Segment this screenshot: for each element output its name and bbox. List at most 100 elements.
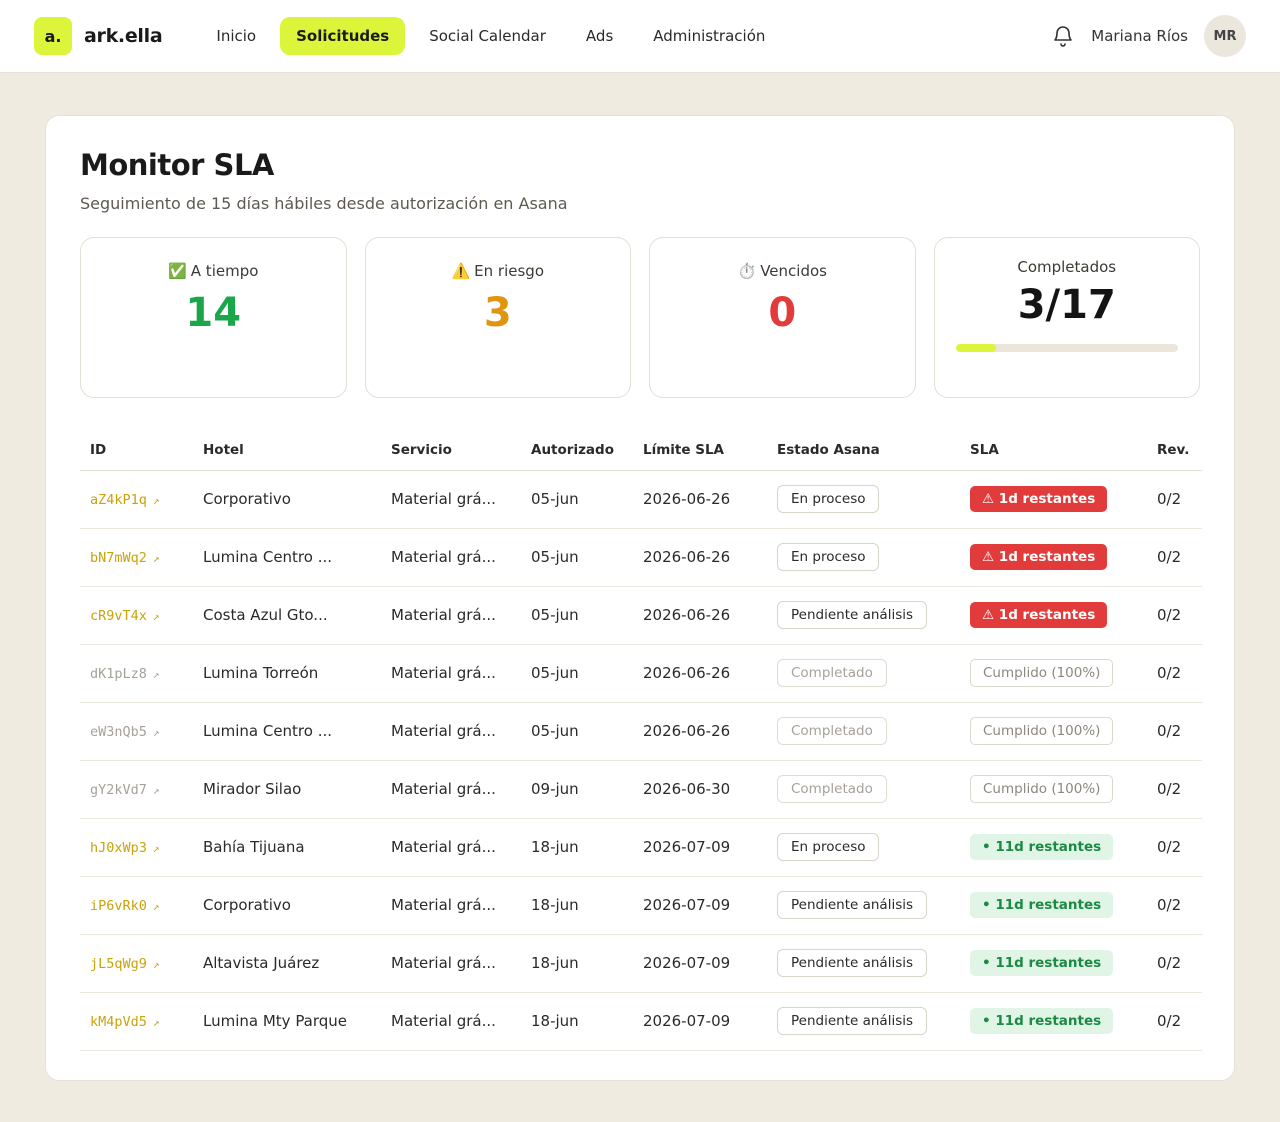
revisions-cell: 0/2 [1147, 876, 1202, 935]
request-id-link[interactable]: bN7mWq2 ↗ [90, 550, 160, 566]
nav-item-ads[interactable]: Ads [585, 27, 614, 45]
external-link-icon[interactable]: ↗ [152, 900, 160, 913]
external-link-icon[interactable]: ↗ [152, 552, 160, 565]
table-row[interactable]: cR9vT4x ↗ Costa Azul Gto... Material grá...… [80, 586, 1202, 645]
request-id-link[interactable]: dK1pLz8 ↗ [90, 666, 160, 682]
sla-limit-cell: 2026-06-26 [633, 702, 767, 761]
table-row[interactable]: kM4pVd5 ↗ Lumina Mty Parque Material grá...… [80, 992, 1202, 1051]
stat-label: Vencidos [760, 262, 827, 280]
hotel-cell: Lumina Torreón [203, 664, 319, 682]
hotel-cell: Bahía Tijuana [203, 838, 305, 856]
asana-state-badge: En proceso [777, 833, 880, 861]
sla-status-badge: • 11d restantes [970, 950, 1114, 976]
request-id[interactable]: cR9vT4x [90, 608, 147, 624]
external-link-icon[interactable]: ↗ [152, 726, 160, 739]
check-icon: ✅ [168, 262, 187, 280]
sla-status-badge: ⚠ 1d restantes [970, 486, 1108, 512]
brand-logo[interactable]: a. [34, 17, 72, 55]
page-subtitle: Seguimiento de 15 días hábiles desde aut… [80, 194, 568, 213]
service-cell: Material grá... [391, 780, 496, 798]
sla-status-badge: Cumplido (100%) [970, 775, 1114, 803]
sla-status-badge: Cumplido (100%) [970, 659, 1114, 687]
brand-name[interactable]: ark.ella [84, 25, 163, 47]
hotel-cell: Lumina Centro ... [203, 722, 333, 740]
request-id[interactable]: dK1pLz8 [90, 666, 147, 682]
service-cell: Material grá... [391, 664, 496, 682]
external-link-icon[interactable]: ↗ [152, 1016, 160, 1029]
table-row[interactable]: eW3nQb5 ↗ Lumina Centro ... Material grá...… [80, 702, 1202, 761]
sla-status-badge: • 11d restantes [970, 1008, 1114, 1034]
bell-icon[interactable] [1051, 24, 1075, 48]
service-cell: Material grá... [391, 1012, 496, 1030]
asana-state-badge: Completado [777, 775, 887, 803]
table-header-row: ID Hotel Servicio Autorizado Límite SLA … [80, 430, 1202, 471]
nav-item-solicitudes[interactable]: Solicitudes [280, 17, 406, 55]
table-row[interactable]: jL5qWg9 ↗ Altavista Juárez Material grá... 1… [80, 934, 1202, 993]
asana-state-badge: En proceso [777, 485, 880, 513]
external-link-icon[interactable]: ↗ [152, 610, 160, 623]
hotel-cell: Lumina Mty Parque [203, 1012, 348, 1030]
column-header-id[interactable]: ID [80, 430, 193, 471]
stat-label: A tiempo [190, 262, 259, 280]
request-id[interactable]: kM4pVd5 [90, 1014, 147, 1030]
column-header-rev[interactable]: Rev. [1147, 430, 1202, 471]
table-row[interactable]: gY2kVd7 ↗ Mirador Silao Material grá... 09-j… [80, 760, 1202, 819]
table-row[interactable]: dK1pLz8 ↗ Lumina Torreón Material grá... 05-… [80, 644, 1202, 703]
request-id[interactable]: gY2kVd7 [90, 782, 147, 798]
request-id[interactable]: iP6vRk0 [90, 898, 147, 914]
stopwatch-icon: ⏱️ [737, 262, 757, 280]
asana-state-badge: Pendiente análisis [777, 601, 928, 629]
external-link-icon[interactable]: ↗ [152, 784, 160, 797]
request-id[interactable]: jL5qWg9 [90, 956, 147, 972]
table-row[interactable]: bN7mWq2 ↗ Lumina Centro ... Material grá...… [80, 528, 1202, 587]
sla-limit-cell: 2026-07-09 [633, 992, 767, 1051]
nav-item-social-calendar[interactable]: Social Calendar [429, 27, 546, 45]
nav-item-administracion[interactable]: Administración [653, 27, 766, 45]
request-id-link[interactable]: eW3nQb5 ↗ [90, 724, 160, 740]
external-link-icon[interactable]: ↗ [152, 494, 160, 507]
external-link-icon[interactable]: ↗ [152, 842, 160, 855]
request-id-link[interactable]: iP6vRk0 ↗ [90, 898, 160, 914]
request-id[interactable]: aZ4kP1q [90, 492, 147, 508]
stats-row: ✅ A tiempo 14 ⚠️ En riesgo 3 ⏱️ Vencidos… [80, 237, 1200, 398]
column-header-sla[interactable]: SLA [960, 430, 1147, 471]
service-cell: Material grá... [391, 606, 496, 624]
request-id-link[interactable]: cR9vT4x ↗ [90, 608, 160, 624]
authorized-cell: 05-jun [521, 702, 633, 761]
asana-state-badge: En proceso [777, 543, 880, 571]
column-header-authorized[interactable]: Autorizado [521, 430, 633, 471]
hotel-cell: Altavista Juárez [203, 954, 320, 972]
request-id-link[interactable]: jL5qWg9 ↗ [90, 956, 160, 972]
sla-limit-cell: 2026-07-09 [633, 934, 767, 993]
stat-label: En riesgo [474, 262, 545, 280]
stat-value: 14 [185, 290, 242, 336]
user-name[interactable]: Mariana Ríos [1091, 27, 1188, 45]
column-header-asana-state[interactable]: Estado Asana [767, 430, 960, 471]
column-header-sla-limit[interactable]: Límite SLA [633, 430, 767, 471]
table-row[interactable]: iP6vRk0 ↗ Corporativo Material grá... 18-jun… [80, 876, 1202, 935]
nav-item-inicio[interactable]: Inicio [216, 27, 257, 45]
main-nav: Inicio Solicitudes Social Calendar Ads A… [200, 17, 789, 55]
table-row[interactable]: aZ4kP1q ↗ Corporativo Material grá... 05-jun… [80, 470, 1202, 529]
sla-status-badge: ⚠ 1d restantes [970, 602, 1108, 628]
authorized-cell: 05-jun [521, 586, 633, 645]
hotel-cell: Mirador Silao [203, 780, 302, 798]
authorized-cell: 18-jun [521, 934, 633, 993]
request-id-link[interactable]: hJ0xWp3 ↗ [90, 840, 160, 856]
stat-completed: Completados 3/17 [933, 237, 1200, 398]
column-header-hotel[interactable]: Hotel [193, 430, 381, 471]
sla-limit-cell: 2026-06-26 [633, 586, 767, 645]
external-link-icon[interactable]: ↗ [152, 958, 160, 971]
request-id-link[interactable]: aZ4kP1q ↗ [90, 492, 160, 508]
hotel-cell: Lumina Centro ... [203, 548, 333, 566]
external-link-icon[interactable]: ↗ [152, 668, 160, 681]
request-id[interactable]: eW3nQb5 [90, 724, 147, 740]
request-id[interactable]: bN7mWq2 [90, 550, 147, 566]
column-header-service[interactable]: Servicio [381, 430, 521, 471]
table-row[interactable]: hJ0xWp3 ↗ Bahía Tijuana Material grá... 18-j… [80, 818, 1202, 877]
stat-value: 3/17 [1017, 282, 1116, 328]
request-id-link[interactable]: kM4pVd5 ↗ [90, 1014, 160, 1030]
request-id-link[interactable]: gY2kVd7 ↗ [90, 782, 160, 798]
avatar[interactable]: MR [1204, 15, 1246, 57]
request-id[interactable]: hJ0xWp3 [90, 840, 147, 856]
